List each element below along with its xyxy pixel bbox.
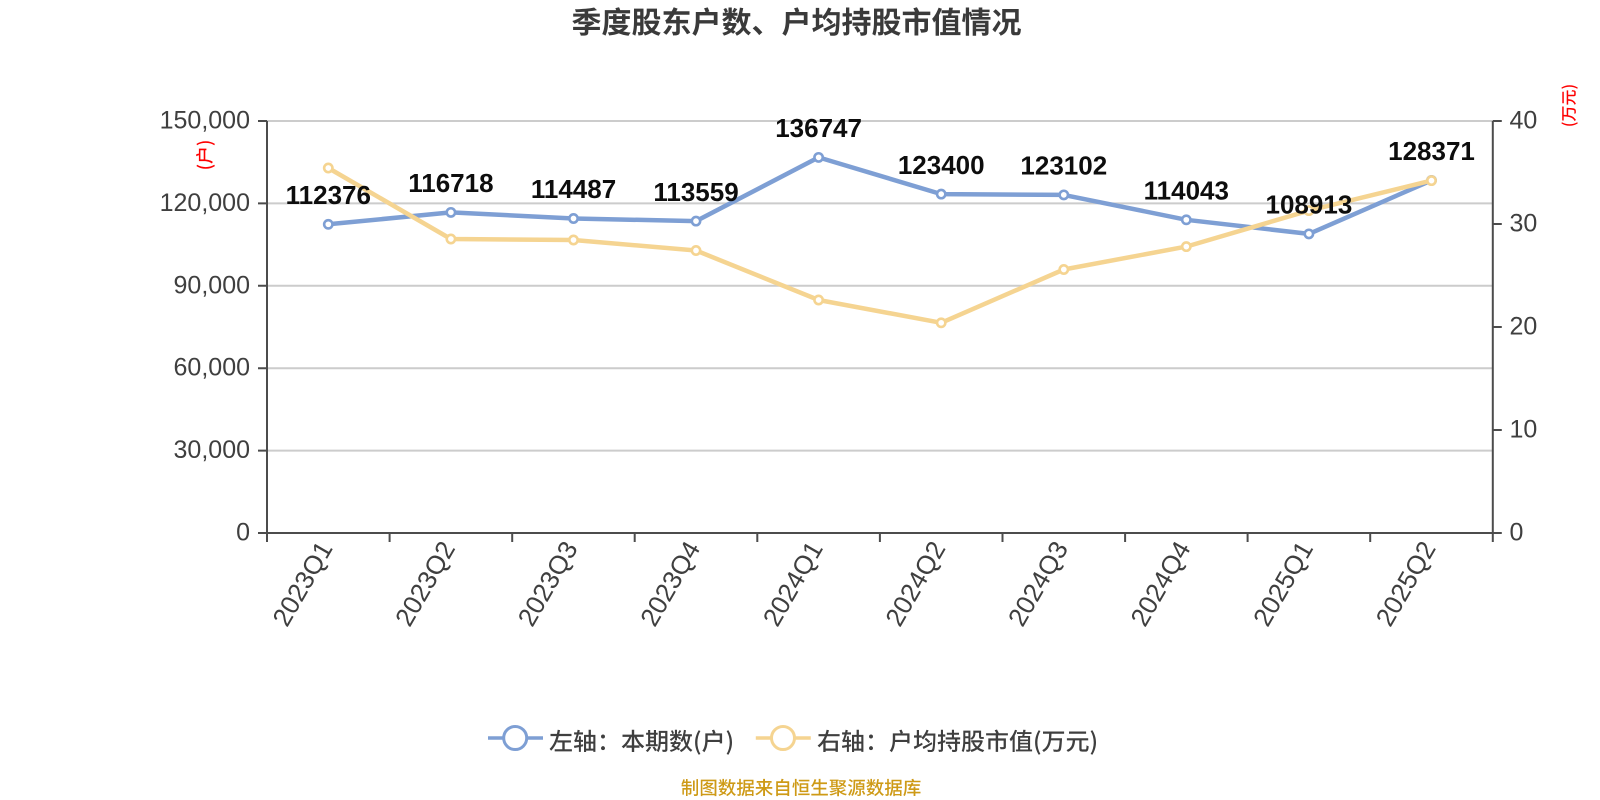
- svg-text:90,000: 90,000: [174, 271, 250, 299]
- svg-text:128371: 128371: [1388, 136, 1475, 166]
- svg-text:123102: 123102: [1020, 151, 1107, 181]
- svg-text:120,000: 120,000: [160, 189, 250, 217]
- svg-text:150,000: 150,000: [160, 107, 250, 135]
- svg-text:30,000: 30,000: [174, 436, 250, 464]
- svg-text:114487: 114487: [531, 174, 616, 204]
- svg-text:116718: 116718: [408, 168, 493, 198]
- svg-text:40: 40: [1510, 107, 1538, 135]
- svg-text:20: 20: [1510, 313, 1538, 341]
- svg-text:0: 0: [236, 519, 250, 547]
- svg-text:60,000: 60,000: [174, 354, 250, 382]
- svg-text:30: 30: [1510, 210, 1538, 238]
- svg-text:136747: 136747: [775, 113, 862, 143]
- svg-text:0: 0: [1510, 519, 1524, 547]
- svg-text:10: 10: [1510, 416, 1538, 444]
- svg-text:113559: 113559: [653, 177, 738, 207]
- svg-text:123400: 123400: [898, 150, 985, 180]
- svg-text:114043: 114043: [1144, 176, 1229, 206]
- svg-text:108913: 108913: [1266, 190, 1353, 220]
- svg-text:112376: 112376: [286, 180, 371, 210]
